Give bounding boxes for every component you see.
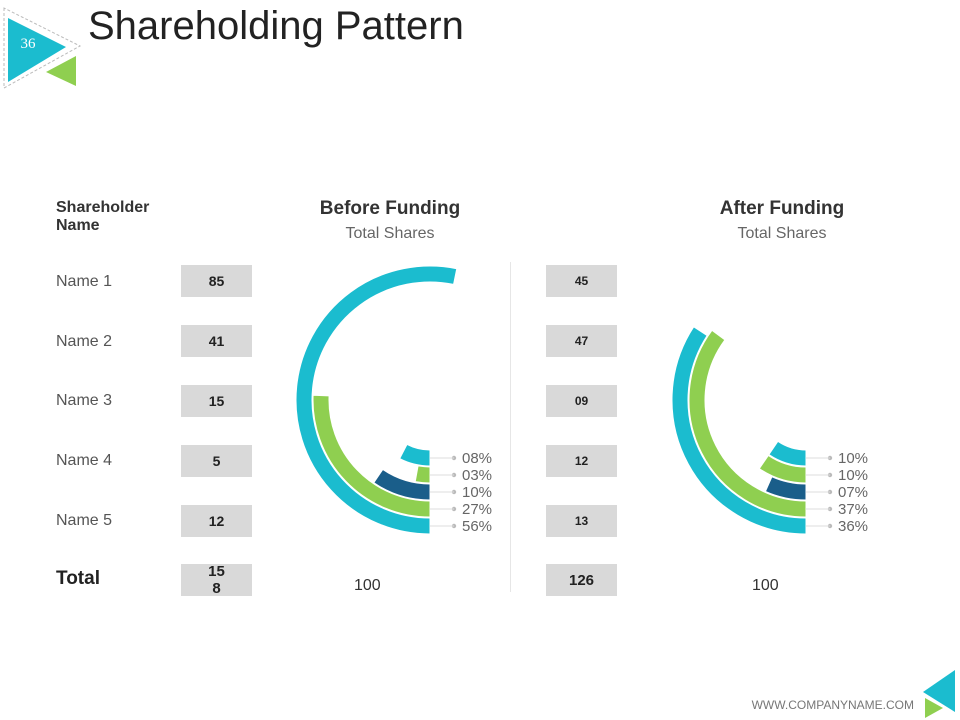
footer-url: WWW.COMPANYNAME.COM [751, 698, 914, 712]
ring-label: 08% [462, 450, 492, 467]
ring-arc [295, 265, 458, 535]
chart-subtitle-before: Total Shares [345, 225, 435, 242]
table-header-line1: Shareholder [56, 199, 150, 216]
before-total-line2: 8 [212, 580, 221, 597]
before-value-box: 41 [181, 325, 252, 357]
shareholder-name: Name 5 [56, 512, 113, 529]
chart-title-after: After Funding [719, 198, 845, 219]
table-header-line2: Name [56, 217, 100, 234]
before-value-box: 15 [181, 385, 252, 417]
ring-arc [758, 454, 807, 484]
ring-label: 10% [462, 484, 492, 501]
before-value-box: 12 [181, 505, 252, 537]
table-header: Shareholder Name [56, 199, 149, 235]
after-value-box: 13 [546, 505, 617, 537]
ring-arc [764, 476, 807, 501]
after-value-box: 45 [546, 265, 617, 297]
shareholder-name: Name 2 [56, 333, 113, 350]
ring-arc [414, 465, 431, 484]
after-value-box: 09 [546, 385, 617, 417]
ring-arc [688, 329, 807, 518]
ring-label: 10% [838, 450, 868, 467]
chart-max-label-after: 100 [752, 577, 779, 594]
ring-arc [312, 394, 431, 518]
after-value-box: 47 [546, 325, 617, 357]
shareholder-name: Name 1 [56, 273, 113, 290]
before-total-line1: 15 [208, 563, 225, 580]
ring-label: 37% [838, 501, 868, 518]
after-total-box: 126 [546, 564, 617, 596]
ring-arc [398, 443, 431, 467]
page-title: Shareholding Pattern [88, 4, 464, 48]
ring-label: 56% [462, 518, 492, 535]
ring-arc [671, 326, 807, 535]
shareholder-name: Name 3 [56, 392, 113, 409]
ring-label: 03% [462, 467, 492, 484]
ring-label: 07% [838, 484, 868, 501]
corner-decoration [3, 7, 82, 89]
ring-label: 36% [838, 518, 868, 535]
page-number: 36 [20, 36, 36, 52]
ring-arc [768, 440, 807, 467]
ring-label: 27% [462, 501, 492, 518]
ring-arc [373, 468, 431, 501]
divider [510, 262, 511, 592]
before-value-box: 85 [181, 265, 252, 297]
ring-label: 10% [838, 467, 868, 484]
chart-title-before: Before Funding [319, 198, 461, 219]
corner-decoration-bottom [923, 670, 955, 718]
chart-subtitle-after: Total Shares [737, 225, 827, 242]
after-value-box: 12 [546, 445, 617, 477]
before-total-box: 15 8 [181, 563, 252, 597]
shareholder-name: Name 4 [56, 452, 113, 469]
chart-max-label-before: 100 [354, 577, 381, 594]
before-value-box: 5 [181, 445, 252, 477]
total-label: Total [56, 568, 100, 589]
